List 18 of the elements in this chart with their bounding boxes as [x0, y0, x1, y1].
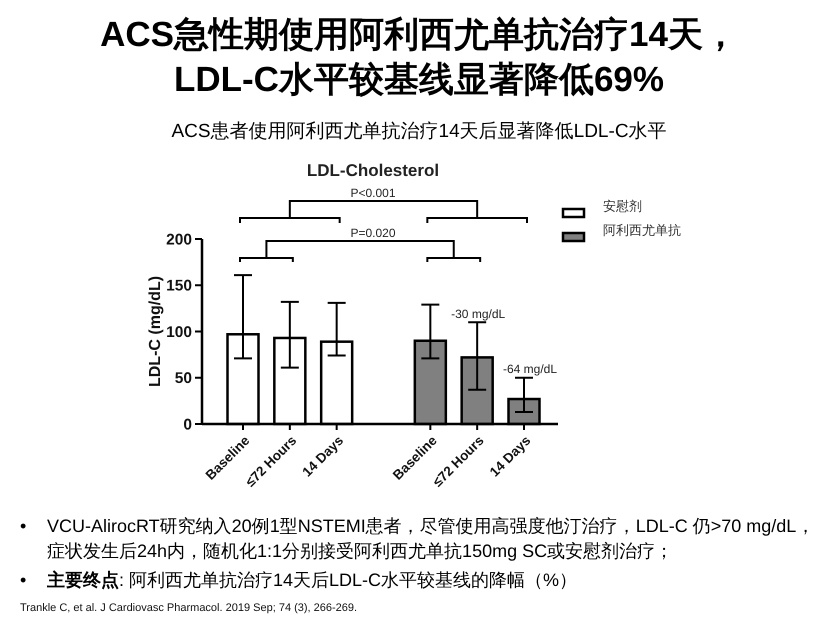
text: • 主要终点: 阿利西尤单抗治疗14天后LDL-C水平较基线的降幅（%） [19, 569, 578, 592]
y-tick-label: 50 [174, 370, 192, 388]
y-tick-label: 0 [183, 416, 192, 434]
y-tick-label: 100 [166, 324, 192, 341]
annotation: -30 mg/dL [451, 307, 506, 322]
annotation: P=0.020 [350, 226, 396, 240]
text: P<0.001 [350, 186, 396, 200]
y-tick-label: 150 [166, 278, 192, 295]
chart-subtitle: ACS患者使用阿利西尤单抗治疗14天后显著降低LDL-C水平 [171, 121, 667, 142]
annotation: -64 mg/dL [502, 362, 558, 376]
text: LDL-Cholesterol [306, 161, 440, 180]
legend-label: 阿利西尤单抗 [603, 222, 681, 238]
text: • VCU-AlirocRT研究纳入20例1型NSTEMI患者，尽管使用高强度他汀治疗，LDL-C 仍>70 mg/dL，症状发生后24h内，随机化1:1分别接受阿利西尤单抗150mg SC或安慰剂治疗； [19, 515, 815, 563]
legend-label: 安慰剂 [603, 198, 642, 214]
y-axis-title: LDL-C (mg/dL) [147, 276, 164, 388]
chart-title: ACS急性期使用阿利西尤单抗治疗14天，LDL-C水平较基线显著降低69% [100, 15, 738, 99]
text: Trankle C, et al. J Cardiovasc Pharmacol. 2019 Sep; 74 (3), 266-269. [20, 602, 358, 614]
y-tick-label: 200 [166, 231, 192, 248]
